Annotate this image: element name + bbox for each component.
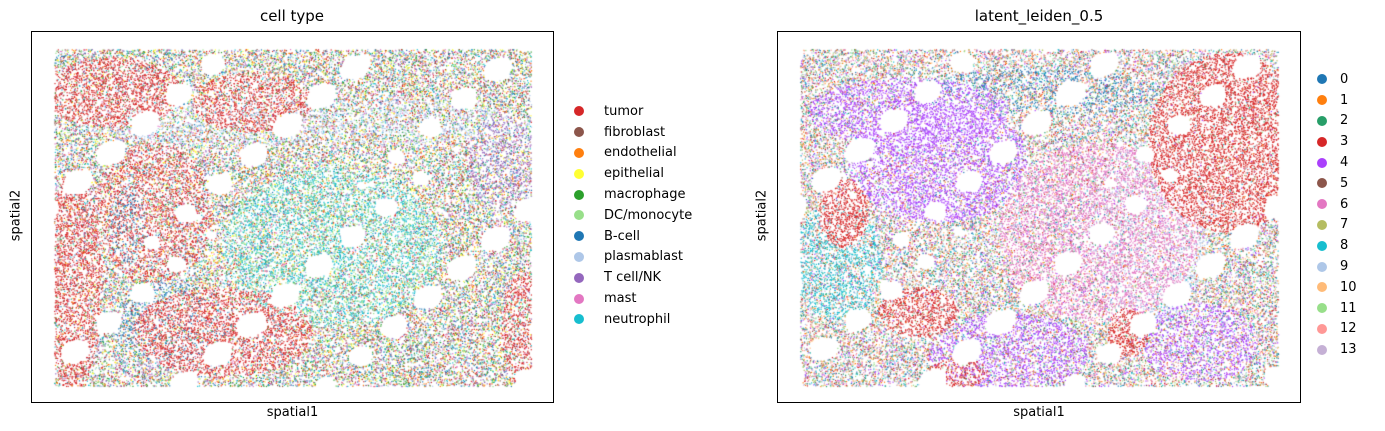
legend-label: 0 <box>1340 71 1349 87</box>
legend-marker <box>1317 261 1327 272</box>
legend-entry: epithelial <box>574 163 692 184</box>
chart-title: latent_leiden_0.5 <box>974 7 1104 25</box>
legend-label: DC/monocyte <box>604 207 693 223</box>
legend-label: 4 <box>1340 155 1349 171</box>
legend-label: B-cell <box>604 228 640 244</box>
legend-marker <box>1317 219 1327 230</box>
legend-marker <box>1317 95 1327 106</box>
legend-marker <box>574 272 584 283</box>
legend-entry: fibroblast <box>574 122 692 143</box>
legend-label: 12 <box>1340 321 1357 337</box>
legend-marker <box>1317 303 1327 314</box>
x-axis-label: spatial1 <box>266 405 319 420</box>
legend-label: 11 <box>1340 300 1357 316</box>
y-axis-label: spatial2 <box>8 189 24 242</box>
legend-marker <box>1317 323 1327 334</box>
legend-label: 5 <box>1340 175 1349 191</box>
legend-entry: 9 <box>1317 256 1357 277</box>
legend-marker <box>574 127 584 138</box>
legend: 0 1 2 3 4 5 6 7 8 9 10 11 12 13 <box>1317 69 1357 360</box>
legend-label: 1 <box>1340 92 1349 108</box>
legend-marker <box>574 210 584 221</box>
y-axis-label: spatial2 <box>754 189 770 242</box>
legend-label: mast <box>604 291 637 307</box>
legend-label: plasmablast <box>604 249 683 265</box>
legend-entry: 4 <box>1317 152 1357 173</box>
legend-marker <box>574 147 584 158</box>
plot-area <box>777 31 1302 404</box>
legend-label: neutrophil <box>604 311 671 327</box>
legend-marker <box>574 168 584 179</box>
legend-entry: endothelial <box>574 143 692 164</box>
legend-label: 3 <box>1340 134 1349 150</box>
legend-label: 2 <box>1340 113 1349 129</box>
legend-marker <box>1317 74 1327 85</box>
legend-marker <box>574 293 584 304</box>
legend-entry: T cell/NK <box>574 267 692 288</box>
legend-marker <box>1317 157 1327 168</box>
legend-marker <box>1317 199 1327 210</box>
legend-entry: 6 <box>1317 194 1357 215</box>
legend-marker <box>574 189 584 200</box>
legend-entry: 11 <box>1317 298 1357 319</box>
legend-entry: macrophage <box>574 184 692 205</box>
legend-entry: B-cell <box>574 226 692 247</box>
legend-entry: 8 <box>1317 235 1357 256</box>
scatter-points <box>778 32 1302 404</box>
legend-marker <box>1317 115 1327 126</box>
legend-entry: 1 <box>1317 90 1357 111</box>
legend-label: endothelial <box>604 145 677 161</box>
legend-marker <box>1317 344 1327 355</box>
legend-label: 10 <box>1340 279 1357 295</box>
legend-entry: 12 <box>1317 319 1357 340</box>
legend-label: epithelial <box>604 166 664 182</box>
legend-label: fibroblast <box>604 124 666 140</box>
legend-marker <box>574 231 584 242</box>
legend-entry: mast <box>574 288 692 309</box>
legend-marker <box>1317 136 1327 147</box>
legend-entry: 10 <box>1317 277 1357 298</box>
legend-entry: 7 <box>1317 215 1357 236</box>
legend-label: tumor <box>604 103 644 119</box>
legend-entry: 2 <box>1317 111 1357 132</box>
x-axis-label: spatial1 <box>1013 405 1065 420</box>
legend-label: macrophage <box>604 187 686 203</box>
legend-marker <box>1317 240 1327 251</box>
legend-marker <box>574 251 584 262</box>
legend-label: 7 <box>1340 217 1349 233</box>
legend-label: 9 <box>1340 259 1349 275</box>
legend-entry: DC/monocyte <box>574 205 692 226</box>
legend-label: 8 <box>1340 238 1349 254</box>
scatter-points <box>32 32 555 404</box>
legend-entry: tumor <box>574 101 692 122</box>
legend-marker <box>574 106 584 117</box>
chart-title: cell type <box>259 7 325 25</box>
legend-marker <box>1317 178 1327 189</box>
legend-entry: 3 <box>1317 131 1357 152</box>
legend-entry: 5 <box>1317 173 1357 194</box>
plot-area <box>31 31 555 404</box>
legend-entry: neutrophil <box>574 309 692 330</box>
legend-entry: 0 <box>1317 69 1357 90</box>
legend-entry: 13 <box>1317 339 1357 360</box>
legend-label: 13 <box>1340 342 1357 358</box>
legend-label: T cell/NK <box>604 270 662 286</box>
legend-marker <box>574 314 584 325</box>
legend-label: 6 <box>1340 196 1349 212</box>
legend: tumor fibroblast endothelial epithelial macr… <box>574 101 692 330</box>
legend-entry: plasmablast <box>574 247 692 268</box>
legend-marker <box>1317 282 1327 293</box>
